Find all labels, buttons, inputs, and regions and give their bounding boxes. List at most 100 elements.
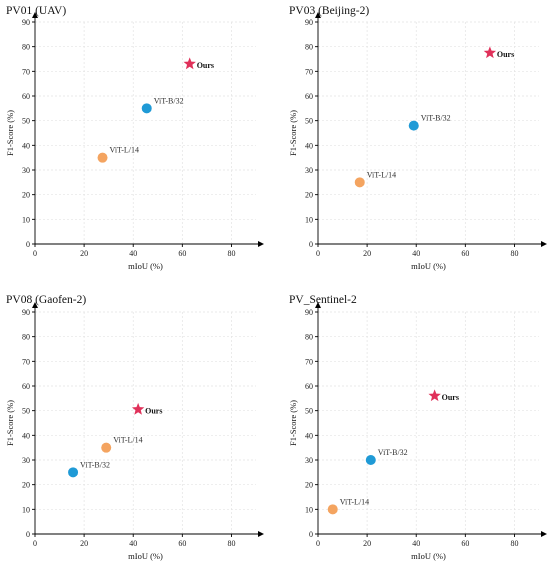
y-tick-label: 60 bbox=[22, 382, 30, 391]
point-vit-l-14 bbox=[327, 504, 338, 515]
y-tick-label: 70 bbox=[22, 67, 30, 76]
x-tick-label: 20 bbox=[363, 249, 371, 258]
y-tick-label: 20 bbox=[305, 481, 313, 490]
x-tick-label: 0 bbox=[33, 539, 37, 548]
y-tick-label: 10 bbox=[305, 215, 313, 224]
y-tick-label: 70 bbox=[305, 67, 313, 76]
panel-title: PV_Sentinel-2 bbox=[289, 294, 357, 306]
panel-title: PV01 (UAV) bbox=[6, 5, 66, 17]
y-tick-label: 20 bbox=[22, 191, 30, 200]
panel-title: PV03 (Beijing-2) bbox=[289, 5, 369, 17]
y-tick-label: 90 bbox=[22, 18, 30, 27]
y-tick-label: 0 bbox=[26, 530, 30, 539]
y-tick-label: 40 bbox=[305, 431, 313, 440]
point-label-vit-b-32: ViT-B/32 bbox=[154, 96, 184, 105]
x-tick-label: 20 bbox=[80, 539, 88, 548]
x-tick-label: 60 bbox=[461, 249, 469, 258]
y-tick-label: 40 bbox=[22, 431, 30, 440]
y-tick-label: 90 bbox=[305, 308, 313, 317]
point-vit-b-32 bbox=[365, 455, 376, 465]
x-tick-label: 40 bbox=[129, 249, 137, 258]
x-axis-label: mIoU (%) bbox=[128, 551, 163, 561]
y-tick-label: 70 bbox=[22, 357, 30, 366]
y-axis-label: F1-Score (%) bbox=[5, 400, 15, 446]
y-axis-arrow bbox=[315, 12, 321, 18]
y-tick-label: 0 bbox=[309, 530, 313, 539]
x-axis-arrow bbox=[258, 531, 264, 537]
x-tick-label: 60 bbox=[178, 249, 186, 258]
point-ours bbox=[131, 402, 145, 415]
x-tick-label: 60 bbox=[178, 539, 186, 548]
point-label-ours: Ours bbox=[197, 61, 214, 70]
chart-panel-2: PV03 (Beijing-2) 0 10 20 30 40 50 60 70 80 90 0 20 40… bbox=[288, 5, 547, 271]
x-tick-label: 20 bbox=[363, 539, 371, 548]
x-axis-arrow bbox=[258, 241, 264, 247]
y-tick-label: 50 bbox=[22, 117, 30, 126]
y-tick-label: 0 bbox=[309, 240, 313, 249]
x-tick-label: 40 bbox=[412, 539, 420, 548]
y-tick-label: 10 bbox=[22, 505, 30, 514]
y-tick-label: 40 bbox=[305, 141, 313, 150]
point-ours bbox=[428, 389, 441, 402]
y-tick-label: 20 bbox=[22, 481, 30, 490]
y-axis-label: F1-Score (%) bbox=[5, 110, 15, 156]
y-tick-label: 70 bbox=[305, 357, 313, 366]
x-axis-label: mIoU (%) bbox=[411, 551, 446, 561]
y-tick-label: 10 bbox=[305, 505, 313, 514]
y-tick-label: 50 bbox=[22, 407, 30, 416]
y-tick-label: 80 bbox=[305, 43, 313, 52]
y-tick-label: 60 bbox=[22, 92, 30, 101]
point-vit-b-32 bbox=[68, 467, 79, 478]
point-label-vit-l-14: ViT-L/14 bbox=[113, 436, 142, 445]
point-vit-l-14 bbox=[97, 152, 108, 163]
y-tick-label: 30 bbox=[22, 456, 30, 465]
x-tick-label: 0 bbox=[316, 539, 320, 548]
point-vit-l-14 bbox=[101, 442, 112, 453]
point-ours bbox=[483, 46, 497, 59]
x-tick-label: 40 bbox=[412, 249, 420, 258]
x-tick-label: 0 bbox=[316, 249, 320, 258]
x-tick-label: 20 bbox=[80, 249, 88, 258]
y-tick-label: 30 bbox=[305, 456, 313, 465]
point-label-vit-b-32: ViT-B/32 bbox=[80, 460, 110, 469]
y-tick-label: 90 bbox=[305, 18, 313, 27]
y-tick-label: 90 bbox=[22, 308, 30, 317]
x-axis-arrow bbox=[541, 531, 547, 537]
x-tick-label: 60 bbox=[461, 539, 469, 548]
point-label-vit-l-14: ViT-L/14 bbox=[340, 497, 369, 506]
x-tick-label: 40 bbox=[129, 539, 137, 548]
x-tick-label: 80 bbox=[227, 249, 235, 258]
y-tick-label: 60 bbox=[305, 92, 313, 101]
y-tick-label: 60 bbox=[305, 382, 313, 391]
x-axis-label: mIoU (%) bbox=[128, 261, 163, 271]
y-axis-arrow bbox=[32, 12, 38, 18]
x-axis-arrow bbox=[541, 241, 547, 247]
y-tick-label: 30 bbox=[305, 166, 313, 175]
x-axis-label: mIoU (%) bbox=[411, 261, 446, 271]
point-vit-b-32 bbox=[408, 120, 419, 131]
point-label-ours: Ours bbox=[442, 393, 459, 402]
y-tick-label: 80 bbox=[305, 333, 313, 342]
x-tick-label: 0 bbox=[33, 249, 37, 258]
y-tick-label: 10 bbox=[22, 215, 30, 224]
y-tick-label: 20 bbox=[305, 191, 313, 200]
chart-panel-3: PV08 (Gaofen-2) 0 10 20 30 40 50 60 70 80 90 0 20 40 6… bbox=[5, 294, 264, 561]
y-tick-label: 50 bbox=[305, 117, 313, 126]
x-tick-label: 80 bbox=[510, 249, 518, 258]
y-axis-label: F1-Score (%) bbox=[288, 400, 298, 446]
chart-panel-4: PV_Sentinel-2 0 10 20 30 40 50 60 70 80 90 0 20 40 60 8… bbox=[288, 294, 547, 561]
x-tick-label: 80 bbox=[510, 539, 518, 548]
y-tick-label: 80 bbox=[22, 43, 30, 52]
point-label-vit-b-32: ViT-B/32 bbox=[421, 114, 451, 123]
y-tick-label: 80 bbox=[22, 333, 30, 342]
point-ours bbox=[183, 57, 196, 70]
point-vit-l-14 bbox=[354, 177, 365, 188]
point-label-vit-l-14: ViT-L/14 bbox=[367, 170, 396, 179]
point-label-ours: Ours bbox=[145, 406, 162, 415]
x-tick-label: 80 bbox=[227, 539, 235, 548]
y-tick-label: 30 bbox=[22, 166, 30, 175]
y-axis-arrow bbox=[32, 302, 38, 308]
y-axis-label: F1-Score (%) bbox=[288, 110, 298, 156]
point-label-vit-b-32: ViT-B/32 bbox=[378, 448, 408, 457]
